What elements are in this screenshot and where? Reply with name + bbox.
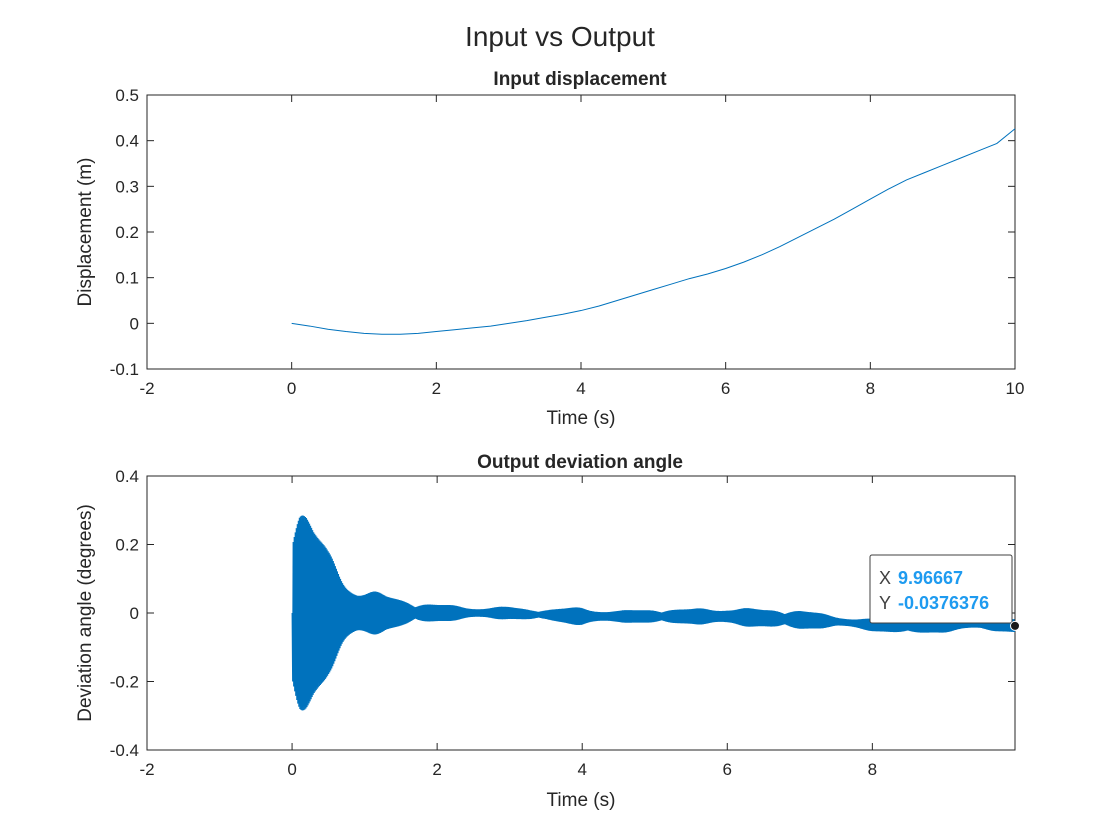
- input-displacement-xtick-label: 2: [432, 379, 441, 398]
- datatip-y-value: -0.0376376: [898, 593, 989, 613]
- output-deviation-axes[interactable]: Output deviation angle -2 0 2 4 6 8 -0.4 -0.2 0 0…: [75, 452, 1020, 811]
- input-displacement-ytick-label: 0.1: [115, 269, 139, 288]
- datatip-marker[interactable]: [1010, 620, 1020, 631]
- input-displacement-ylabel: Displacement (m): [75, 158, 96, 307]
- output-deviation-ytick-label: -0.2: [110, 673, 139, 692]
- datatip-x-key: X: [879, 568, 891, 588]
- input-displacement-title: Input displacement: [493, 69, 667, 90]
- input-displacement-xtick-label: -2: [139, 379, 154, 398]
- output-deviation-xtick-label: 4: [577, 760, 586, 779]
- output-deviation-xtick-label: 0: [287, 760, 296, 779]
- output-deviation-ylabel: Deviation angle (degrees): [75, 504, 96, 722]
- input-displacement-ytick-label: 0.5: [115, 86, 139, 105]
- output-deviation-xtick-label: 8: [868, 760, 877, 779]
- input-displacement-ytick-label: -0.1: [110, 360, 139, 379]
- output-deviation-xtick-label: 2: [432, 760, 441, 779]
- input-displacement-xtick-label: 8: [866, 379, 875, 398]
- datatip-box: [869, 554, 1013, 624]
- figure-title: Input vs Output: [465, 21, 655, 52]
- output-deviation-ytick-label: 0.4: [115, 467, 139, 486]
- output-deviation-ytick-label: 0.2: [115, 536, 139, 555]
- output-deviation-series-line: [291, 515, 1016, 711]
- input-displacement-xtick-label: 0: [287, 379, 296, 398]
- output-deviation-xtick-label: 6: [723, 760, 732, 779]
- input-displacement-ticks: -2 0 2 4 6 8 10 -0.1 0 0.1 0.2 0.3 0.4 0.5: [110, 86, 1025, 398]
- output-deviation-ytick-label: -0.4: [110, 741, 139, 760]
- output-deviation-title: Output deviation angle: [477, 452, 683, 473]
- input-displacement-plot-area: [146, 94, 1016, 370]
- input-displacement-xlabel: Time (s): [547, 408, 616, 429]
- input-displacement-xtick-label: 10: [1006, 379, 1025, 398]
- input-displacement-series-line: [291, 128, 1016, 335]
- input-displacement-ytick-label: 0.3: [115, 177, 139, 196]
- input-displacement-ytick-label: 0: [130, 314, 139, 333]
- input-displacement-xtick-label: 6: [721, 379, 730, 398]
- input-displacement-ytick-label: 0.4: [115, 132, 139, 151]
- datatip-y-key: Y: [879, 593, 891, 613]
- output-deviation-ytick-label: 0: [130, 604, 139, 623]
- output-deviation-ticks: -2 0 2 4 6 8 -0.4 -0.2 0 0.2 0.4: [110, 467, 1015, 779]
- datatip[interactable]: X 9.96667 Y -0.0376376: [869, 554, 1020, 631]
- input-displacement-xtick-label: 4: [576, 379, 585, 398]
- input-displacement-axes[interactable]: Input displacement -2 0 2 4 6 8 10 -0.1 0 0.1 0.2 0…: [75, 69, 1024, 429]
- datatip-x-value: 9.96667: [898, 568, 963, 588]
- output-deviation-xlabel: Time (s): [547, 790, 616, 811]
- input-displacement-ytick-label: 0.2: [115, 223, 139, 242]
- output-deviation-xtick-label: -2: [139, 760, 154, 779]
